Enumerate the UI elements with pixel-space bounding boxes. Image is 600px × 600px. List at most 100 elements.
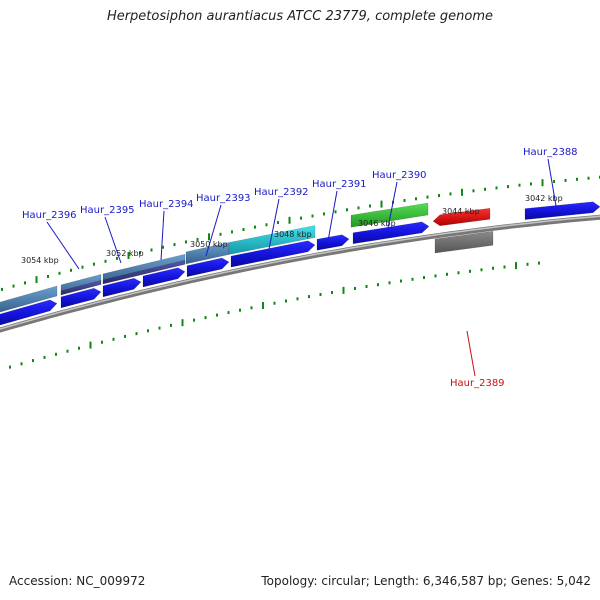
tick-mark (538, 261, 540, 265)
tick-mark (196, 237, 199, 241)
forward-cds-arrow (186, 257, 230, 278)
tick-mark (147, 329, 149, 333)
kbp-label: 3046 kbp (358, 219, 396, 228)
tick-mark (587, 176, 590, 180)
gene-label: Haur_2388 (523, 147, 578, 158)
tick-mark (262, 302, 264, 309)
tick-mark (288, 216, 291, 224)
kbp-labels: 3054 kbp 3052 kbp 3050 kbp 3048 kbp 3046 kbp… (21, 194, 563, 265)
forward-cds-arrow (60, 287, 102, 309)
gene-label: Haur_2396 (22, 210, 77, 221)
gene-label: Haur_2389 (450, 378, 505, 389)
tick-mark (365, 285, 368, 288)
tick-mark (426, 195, 429, 199)
forward-cds-arrow (524, 201, 600, 220)
tick-mark (515, 262, 517, 270)
tick-mark (250, 306, 253, 310)
gene-label: Haur_2391 (312, 179, 367, 190)
label-leader-line (160, 210, 165, 261)
tick-mark (457, 271, 460, 275)
tick-mark (346, 208, 348, 212)
tick-mark (492, 266, 494, 270)
tick-mark (12, 284, 15, 288)
tick-mark (411, 277, 414, 281)
kbp-label: 3050 kbp (190, 240, 228, 249)
tick-mark (400, 279, 402, 283)
tick-mark (285, 299, 287, 303)
tick-mark (308, 295, 310, 299)
tick-mark (484, 187, 486, 191)
tick-mark (9, 365, 11, 369)
label-leader-line (104, 216, 122, 264)
tick-mark (446, 272, 448, 276)
tick-mark (170, 323, 172, 327)
tick-mark (518, 183, 521, 187)
gene-labels: Haur_2396 Haur_2395Haur_2394Haur_2393Haur… (22, 147, 578, 389)
label-leader-line (205, 204, 222, 257)
tick-mark (342, 286, 345, 294)
tick-mark (47, 275, 49, 278)
tick-mark (35, 276, 38, 284)
tick-mark (319, 293, 322, 296)
tick-mark (89, 341, 92, 349)
tick-mark (438, 194, 440, 197)
gene-label: Haur_2392 (254, 187, 309, 198)
tick-mark (116, 256, 118, 260)
tick-mark (449, 192, 452, 196)
tick-mark (377, 283, 379, 287)
forward-cds-arrow (316, 234, 350, 251)
kbp-label: 3052 kbp (106, 249, 144, 258)
tick-mark (461, 188, 463, 196)
kbp-label: 3044 kbp (442, 207, 480, 216)
tick-mark (564, 178, 567, 182)
tick-mark (265, 223, 268, 227)
forward-cds-arrow (352, 221, 430, 245)
kbp-label: 3054 kbp (21, 256, 59, 265)
label-leaders (46, 158, 557, 377)
tick-mark (311, 214, 314, 218)
label-leader-line (547, 158, 557, 207)
purple-feature (102, 259, 186, 285)
tick-mark (70, 268, 72, 272)
tick-mark (158, 326, 161, 330)
tick-mark (208, 233, 210, 241)
tick-mark (55, 352, 57, 356)
tick-mark (181, 319, 184, 327)
label-leader-line (386, 181, 398, 234)
tick-mark (423, 276, 425, 280)
label-leader-line (46, 221, 80, 270)
gene-features (0, 201, 600, 326)
forward-cds-arrow (142, 267, 186, 288)
genome-backbone (0, 214, 600, 333)
tick-mark (231, 230, 233, 234)
tick-mark (507, 185, 509, 189)
tick-mark (503, 265, 506, 269)
tick-mark (227, 311, 230, 315)
tick-mark (380, 200, 383, 208)
backbone-highlight (0, 215, 600, 330)
tick-mark (24, 281, 26, 285)
tick-mark (32, 359, 34, 363)
gene-label: Haur_2395 (80, 205, 135, 216)
tick-mark (576, 177, 578, 181)
tick-mark (1, 287, 3, 291)
tick-mark (239, 308, 241, 312)
label-leader-line (466, 330, 476, 377)
accession-number: Accession: NC_009972 (9, 574, 146, 588)
tick-mark (242, 228, 245, 231)
tick-mark (124, 334, 126, 338)
tick-mark (162, 245, 164, 249)
tick-mark (469, 269, 471, 273)
map-title: Herpetosiphon aurantiacus ATCC 23779, co… (106, 9, 494, 24)
tick-mark (357, 206, 360, 210)
backbone-line (0, 214, 600, 333)
tick-mark (93, 262, 95, 266)
forward-cds-arrow (230, 240, 316, 268)
tick-mark (323, 212, 325, 216)
genome-info: Topology: circular; Length: 6,346,587 bp… (261, 574, 591, 588)
tick-mark (185, 240, 187, 244)
tick-mark (78, 346, 80, 350)
cyan-feature (228, 225, 316, 255)
tick-mark (58, 271, 61, 275)
